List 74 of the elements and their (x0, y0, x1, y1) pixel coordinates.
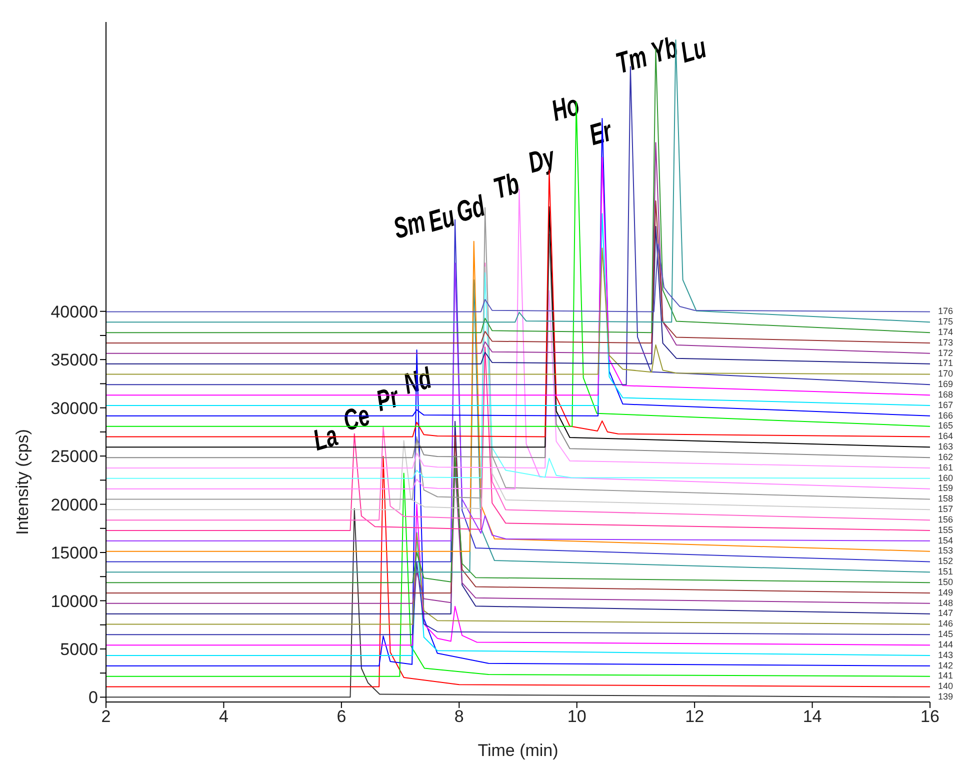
x-tick-label: 10 (567, 707, 586, 726)
x-tick-label: 6 (336, 707, 346, 726)
series-label: 139 (938, 692, 954, 702)
series-label: 154 (938, 535, 954, 546)
y-tick-label: 5000 (60, 640, 98, 659)
series-label: 169 (938, 379, 954, 390)
series-label: 161 (938, 462, 954, 472)
x-tick-label: 8 (454, 707, 464, 726)
x-tick-label: 4 (218, 707, 228, 726)
line-series (106, 243, 930, 312)
annotation: Ho (548, 89, 583, 128)
x-axis-title: Time (min) (478, 741, 558, 760)
series-label: 173 (938, 337, 954, 348)
series-label: 155 (938, 524, 954, 535)
y-tick-label: 25000 (50, 447, 98, 466)
y-tick-label: 30000 (50, 398, 98, 418)
series-label: 156 (938, 514, 954, 524)
series-label: 150 (938, 576, 954, 587)
line-series (106, 456, 930, 584)
series-label: 175 (938, 316, 954, 327)
series-label: 174 (938, 326, 954, 337)
series-label: 165 (938, 420, 954, 431)
annotation: Lu (677, 31, 710, 70)
series-label: 151 (938, 566, 954, 577)
series-label: 163 (938, 442, 954, 452)
series-label: 158 (938, 494, 954, 504)
series-label: 172 (938, 348, 954, 358)
line-series (106, 508, 930, 698)
series-label: 145 (938, 629, 954, 640)
line-series (106, 465, 930, 604)
series-label: 160 (938, 472, 954, 483)
series-label: 149 (938, 587, 954, 598)
series-label: 157 (938, 504, 954, 514)
x-tick-label: 12 (685, 707, 704, 726)
series-label: 147 (938, 608, 954, 618)
y-tick-label: 15000 (50, 544, 98, 563)
x-tick-label: 14 (802, 707, 822, 726)
series-label: 140 (938, 681, 954, 692)
series-label: 166 (938, 410, 954, 420)
series-label: 170 (938, 368, 954, 379)
series-label: 148 (938, 598, 954, 608)
series-label: 162 (938, 452, 954, 462)
series-label: 167 (938, 400, 954, 410)
annotation: Er (586, 114, 616, 152)
series-label: 171 (938, 358, 954, 368)
series-label: 164 (938, 431, 954, 442)
line-series (106, 532, 930, 625)
annotation: Tb (490, 167, 523, 206)
series-label: 152 (938, 556, 954, 566)
series-label: 146 (938, 618, 954, 629)
annotation: Tm (612, 40, 651, 80)
y-tick-label: 0 (88, 688, 98, 708)
annotation: Dy (524, 140, 560, 180)
y-tick-label: 10000 (50, 592, 98, 611)
line-series (106, 562, 930, 636)
series-label: 142 (938, 660, 954, 670)
series-label: 153 (938, 546, 954, 556)
y-tick-label: 20000 (50, 495, 98, 514)
line-series (106, 532, 930, 656)
series-label: 141 (938, 670, 954, 681)
line-series (106, 504, 930, 646)
line-series (106, 346, 930, 532)
y-axis-title: Intensity (cps) (13, 429, 32, 535)
annotation: Ce (340, 399, 374, 438)
y-tick-label: 40000 (50, 302, 98, 322)
x-tick-label: 16 (920, 707, 940, 726)
x-tick-label: 2 (101, 707, 111, 726)
series-label: 159 (938, 483, 954, 494)
annotation: La (310, 420, 342, 458)
series-label: 143 (938, 650, 954, 660)
series-label: 168 (938, 389, 954, 400)
series-label: 144 (938, 639, 954, 650)
series-label: 176 (938, 306, 954, 316)
y-tick-label: 35000 (50, 350, 98, 370)
